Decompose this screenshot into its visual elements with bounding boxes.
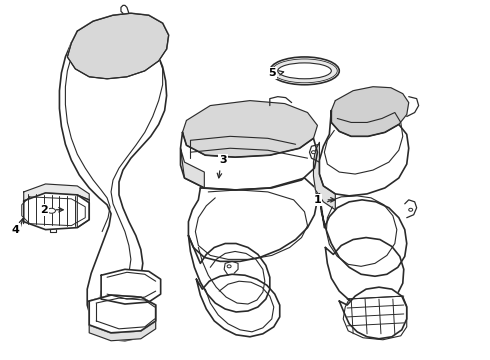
Ellipse shape [48, 208, 55, 213]
Polygon shape [89, 295, 156, 333]
Polygon shape [49, 218, 56, 231]
Polygon shape [24, 193, 89, 230]
Polygon shape [59, 13, 169, 341]
Polygon shape [77, 195, 89, 228]
Polygon shape [180, 148, 204, 188]
Polygon shape [182, 100, 318, 157]
Polygon shape [189, 235, 270, 312]
Polygon shape [325, 238, 404, 307]
Ellipse shape [272, 59, 337, 83]
Polygon shape [331, 87, 409, 136]
Text: 5: 5 [268, 68, 275, 78]
Ellipse shape [409, 208, 413, 211]
Polygon shape [319, 111, 409, 196]
Ellipse shape [227, 265, 231, 268]
Polygon shape [196, 274, 280, 337]
Polygon shape [189, 178, 318, 261]
Text: 1: 1 [314, 195, 321, 205]
Polygon shape [89, 295, 156, 333]
Ellipse shape [270, 57, 339, 85]
Polygon shape [339, 287, 407, 339]
Polygon shape [89, 321, 156, 341]
Polygon shape [68, 13, 169, 79]
Text: 2: 2 [40, 205, 48, 215]
Polygon shape [180, 132, 318, 190]
Text: 4: 4 [12, 225, 20, 235]
Polygon shape [24, 184, 89, 201]
Polygon shape [68, 13, 169, 79]
Ellipse shape [51, 223, 55, 226]
Ellipse shape [312, 151, 316, 154]
Polygon shape [319, 194, 407, 276]
Ellipse shape [278, 63, 331, 79]
Polygon shape [314, 142, 335, 210]
Polygon shape [101, 269, 161, 304]
Text: 3: 3 [220, 155, 227, 165]
